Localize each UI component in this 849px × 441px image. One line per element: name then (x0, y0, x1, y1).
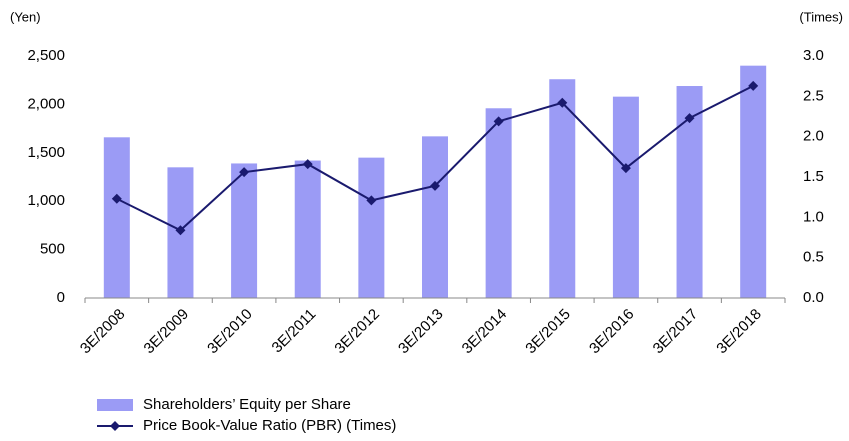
marker (430, 180, 440, 191)
y-tick-label: 0 (57, 289, 65, 306)
x-tick-label: 3E/2009 (141, 306, 193, 358)
marker (239, 167, 250, 178)
x-tick-label: 3E/2008 (77, 306, 129, 358)
y-axis-label: (Yen) (10, 9, 41, 24)
legend-label: Price Book-Value Ratio (PBR) (Times) (143, 417, 396, 434)
legend-swatch (110, 421, 120, 431)
marker (620, 163, 631, 174)
y-tick-label: 1,500 (27, 144, 65, 161)
y2-tick-label: 2.0 (803, 128, 824, 145)
marker (684, 113, 695, 124)
y-tick-label: 1,000 (27, 192, 65, 209)
y-tick-label: 500 (40, 241, 65, 258)
x-tick-label: 3E/2013 (395, 306, 447, 358)
x-tick-label: 3E/2016 (586, 306, 638, 358)
x-tick-label: 3E/2010 (204, 306, 256, 358)
bar (294, 160, 321, 298)
x-tick-label: 3E/2014 (459, 306, 511, 358)
marker (175, 225, 186, 236)
bar (231, 163, 258, 298)
marker (557, 97, 568, 108)
marker (748, 80, 759, 91)
y2-tick-label: 0.5 (803, 249, 824, 266)
y-tick-label: 2,000 (27, 95, 65, 112)
y2-tick-label: 1.0 (803, 208, 824, 225)
y2-tick-label: 1.5 (803, 168, 824, 185)
y2-tick-label: 2.5 (803, 87, 824, 104)
marker (302, 159, 313, 170)
bar (549, 79, 576, 299)
y2-axis-label: (Times) (799, 9, 843, 24)
y-tick-label: 2,500 (27, 47, 65, 64)
y2-tick-label: 3.0 (803, 47, 824, 64)
x-tick-label: 3E/2011 (269, 306, 320, 357)
bar (740, 65, 767, 299)
marker (366, 195, 377, 206)
bar (612, 96, 639, 298)
x-tick-label: 3E/2018 (713, 306, 765, 358)
x-tick-label: 3E/2012 (331, 306, 383, 358)
x-tick-label: 3E/2015 (522, 306, 574, 358)
legend-label: Shareholders’ Equity per Share (143, 396, 351, 413)
bar (358, 157, 385, 298)
bar (422, 136, 448, 298)
legend-swatch (97, 399, 133, 411)
bar (103, 137, 130, 298)
bar (485, 108, 512, 298)
marker (111, 193, 122, 204)
x-tick-label: 3E/2017 (650, 306, 702, 358)
marker (493, 116, 504, 127)
y2-tick-label: 0.0 (803, 289, 824, 306)
